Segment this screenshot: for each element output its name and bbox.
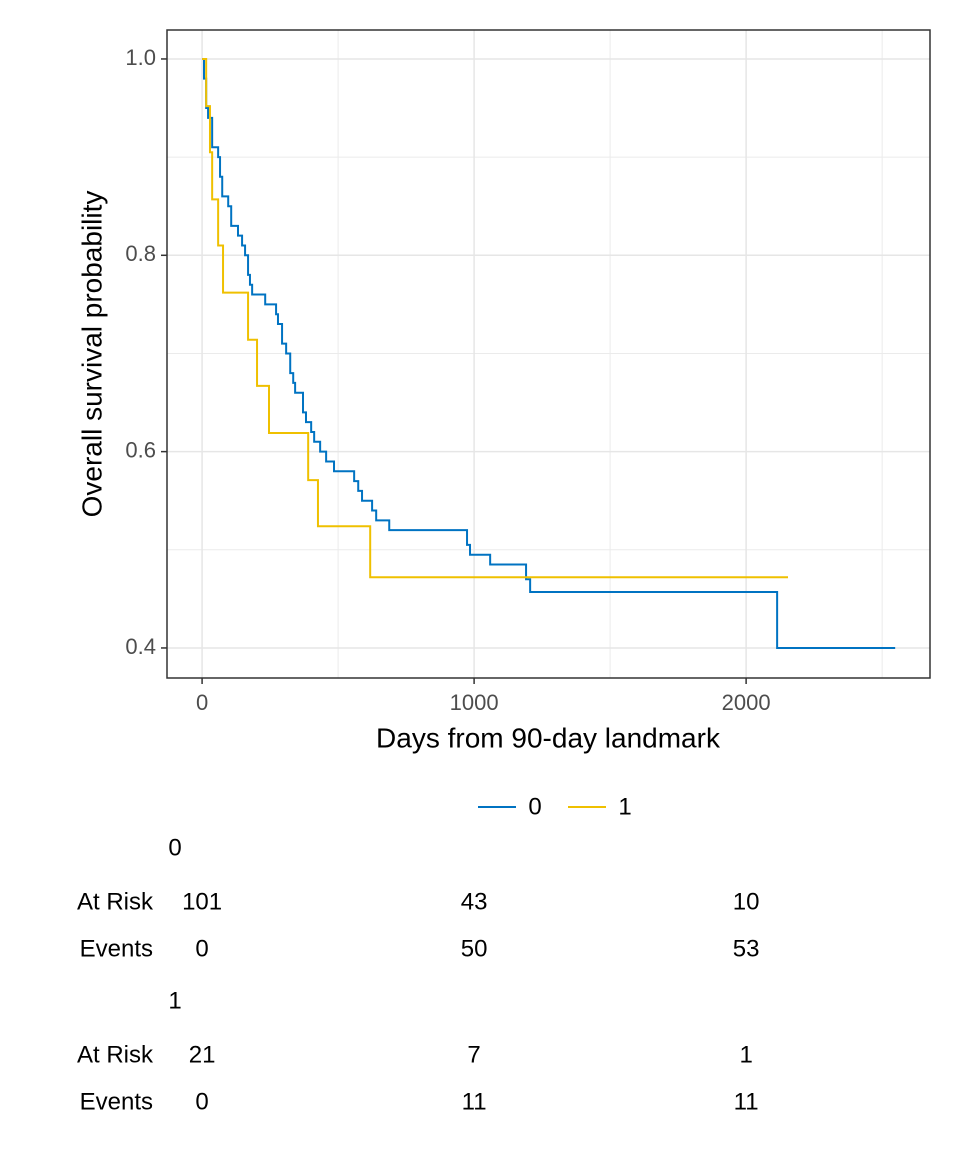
survival-curve [202,57,789,579]
risk-value: 21 [189,1041,216,1068]
risk-row-label: Events [80,1088,153,1115]
risk-group-title: 0 [168,834,181,861]
x-tick-label: 2000 [722,690,771,715]
risk-value: 50 [461,935,488,962]
legend-label: 0 [528,793,541,820]
y-axis-title: Overall survival probability [76,191,107,518]
legend-label: 1 [618,793,631,820]
risk-value: 7 [467,1041,480,1068]
x-tick-label: 0 [196,690,208,715]
y-tick-label: 0.8 [125,241,156,266]
risk-row-label: At Risk [77,1041,154,1068]
risk-row-label: At Risk [77,888,154,915]
x-axis-title: Days from 90-day landmark [376,722,721,753]
risk-group-title: 1 [168,987,181,1014]
y-tick-label: 0.6 [125,437,156,462]
risk-value: 11 [462,1088,487,1115]
survival-curve [202,57,896,649]
y-tick-label: 0.4 [125,634,156,659]
x-tick-label: 1000 [450,690,499,715]
risk-value: 11 [734,1088,759,1115]
risk-value: 43 [461,888,488,915]
risk-value: 10 [733,888,760,915]
risk-value: 1 [739,1041,752,1068]
risk-row-label: Events [80,935,153,962]
y-tick-label: 1.0 [125,45,156,70]
risk-value: 101 [182,888,222,915]
risk-value: 0 [195,935,208,962]
risk-value: 0 [195,1088,208,1115]
panel-border [166,29,931,679]
risk-value: 53 [733,935,760,962]
